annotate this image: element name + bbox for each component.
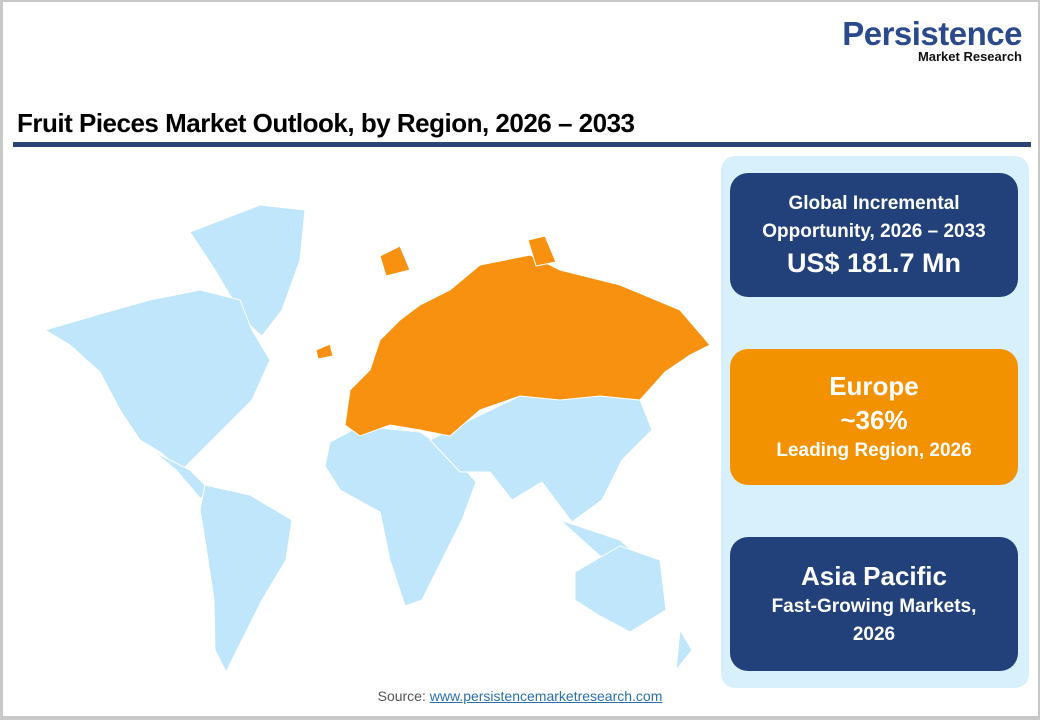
stats-panel: Global Incremental Opportunity, 2026 – 2… xyxy=(721,156,1029,688)
card-value: US$ 181.7 Mn xyxy=(786,248,962,278)
australia xyxy=(574,545,667,633)
source-note: Source: www.persistencemarketresearch.co… xyxy=(0,688,1040,704)
source-link[interactable]: www.persistencemarketresearch.com xyxy=(429,688,663,704)
new-zealand xyxy=(675,628,693,672)
south-america xyxy=(199,484,293,674)
card-caption: Leading Region, 2026 xyxy=(776,440,972,461)
world-map xyxy=(43,204,711,674)
title-divider xyxy=(13,142,1031,147)
global-opportunity-card: Global Incremental Opportunity, 2026 – 2… xyxy=(730,173,1018,297)
card-heading: Asia Pacific xyxy=(801,561,947,591)
africa xyxy=(324,425,477,607)
leading-region-card: Europe ~36% Leading Region, 2026 xyxy=(730,349,1018,485)
europe-russia xyxy=(344,254,711,437)
novaya-zemlya xyxy=(527,235,557,267)
card-caption: 2026 xyxy=(852,624,896,645)
greenland xyxy=(189,204,306,337)
source-label: Source: xyxy=(377,688,426,704)
page-title: Fruit Pieces Market Outlook, by Region, … xyxy=(17,108,635,138)
card-caption: Fast-Growing Markets, xyxy=(771,596,977,617)
logo-name: Persistence xyxy=(842,15,1022,52)
fast-growing-card: Asia Pacific Fast-Growing Markets, 2026 xyxy=(730,537,1018,671)
svalbard xyxy=(379,245,411,277)
iceland xyxy=(315,343,334,360)
card-heading: Europe xyxy=(829,371,919,401)
card-label: Opportunity, 2026 – 2033 xyxy=(762,221,986,242)
card-label: Global Incremental xyxy=(788,193,960,214)
card-value: ~36% xyxy=(840,405,908,435)
north-america xyxy=(43,289,271,471)
logo-tagline: Market Research xyxy=(917,49,1022,64)
logo: Persistence Market Research xyxy=(842,15,1022,64)
